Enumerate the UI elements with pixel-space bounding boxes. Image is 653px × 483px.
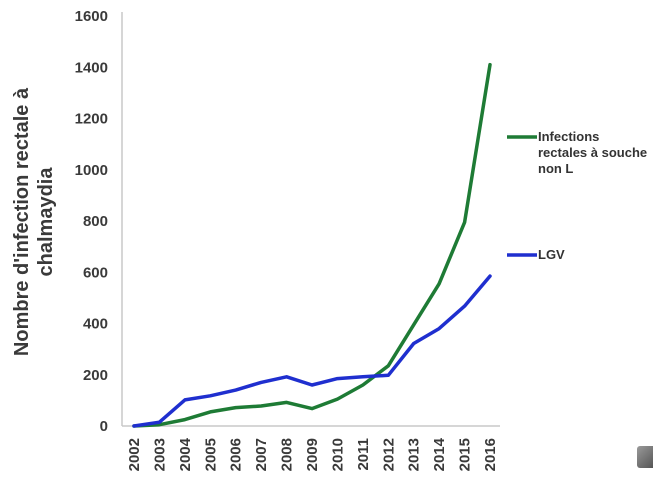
x-tick-label: 2013 — [406, 438, 423, 471]
y-axis-ticks: 0 200 400 600 800 1000 1200 1400 1600 — [75, 8, 108, 435]
x-tick-label: 2014 — [431, 437, 448, 471]
x-tick-label: 2005 — [202, 438, 219, 471]
x-tick-label: 2008 — [279, 438, 296, 471]
y-axis-label: Nombre d'infection rectale à chalmaydia — [11, 87, 57, 356]
y-tick-label: 200 — [83, 367, 108, 384]
series-line-infections-non-l — [132, 62, 492, 428]
x-tick-label: 2006 — [228, 438, 245, 471]
x-tick-label: 2010 — [329, 438, 346, 471]
y-axis-title: Nombre d'infection rectale à chalmaydia — [11, 87, 57, 356]
y-tick-label: 400 — [83, 316, 108, 333]
corner-logo-icon — [637, 446, 653, 468]
x-tick-label: 2012 — [380, 438, 397, 471]
x-tick-label: 2015 — [457, 438, 474, 471]
x-tick-label: 2003 — [151, 438, 168, 471]
x-axis-ticks: 2002 2003 2004 2005 2006 2007 2008 2009 2010 2011… — [126, 437, 499, 471]
x-tick-label: 2009 — [304, 438, 321, 471]
x-tick-label: 2011 — [355, 438, 372, 471]
y-tick-label: 1600 — [75, 8, 108, 25]
y-tick-label: 600 — [83, 264, 108, 281]
legend-label: Infections rectales à souche non L — [538, 129, 647, 176]
legend-label: LGV — [538, 247, 565, 262]
y-tick-label: 800 — [83, 213, 108, 230]
x-tick-label: 2016 — [482, 438, 499, 471]
x-tick-label: 2007 — [253, 438, 270, 471]
series-lines — [132, 62, 492, 428]
x-tick-label: 2002 — [126, 438, 143, 471]
x-tick-label: 2004 — [177, 437, 194, 471]
y-tick-label: 1000 — [75, 162, 108, 179]
series-line-lgv — [132, 274, 492, 428]
y-tick-label: 1400 — [75, 59, 108, 76]
legend: Infections rectales à souche non L LGV — [507, 129, 647, 262]
y-tick-label: 0 — [100, 418, 108, 435]
y-tick-label: 1200 — [75, 111, 108, 128]
